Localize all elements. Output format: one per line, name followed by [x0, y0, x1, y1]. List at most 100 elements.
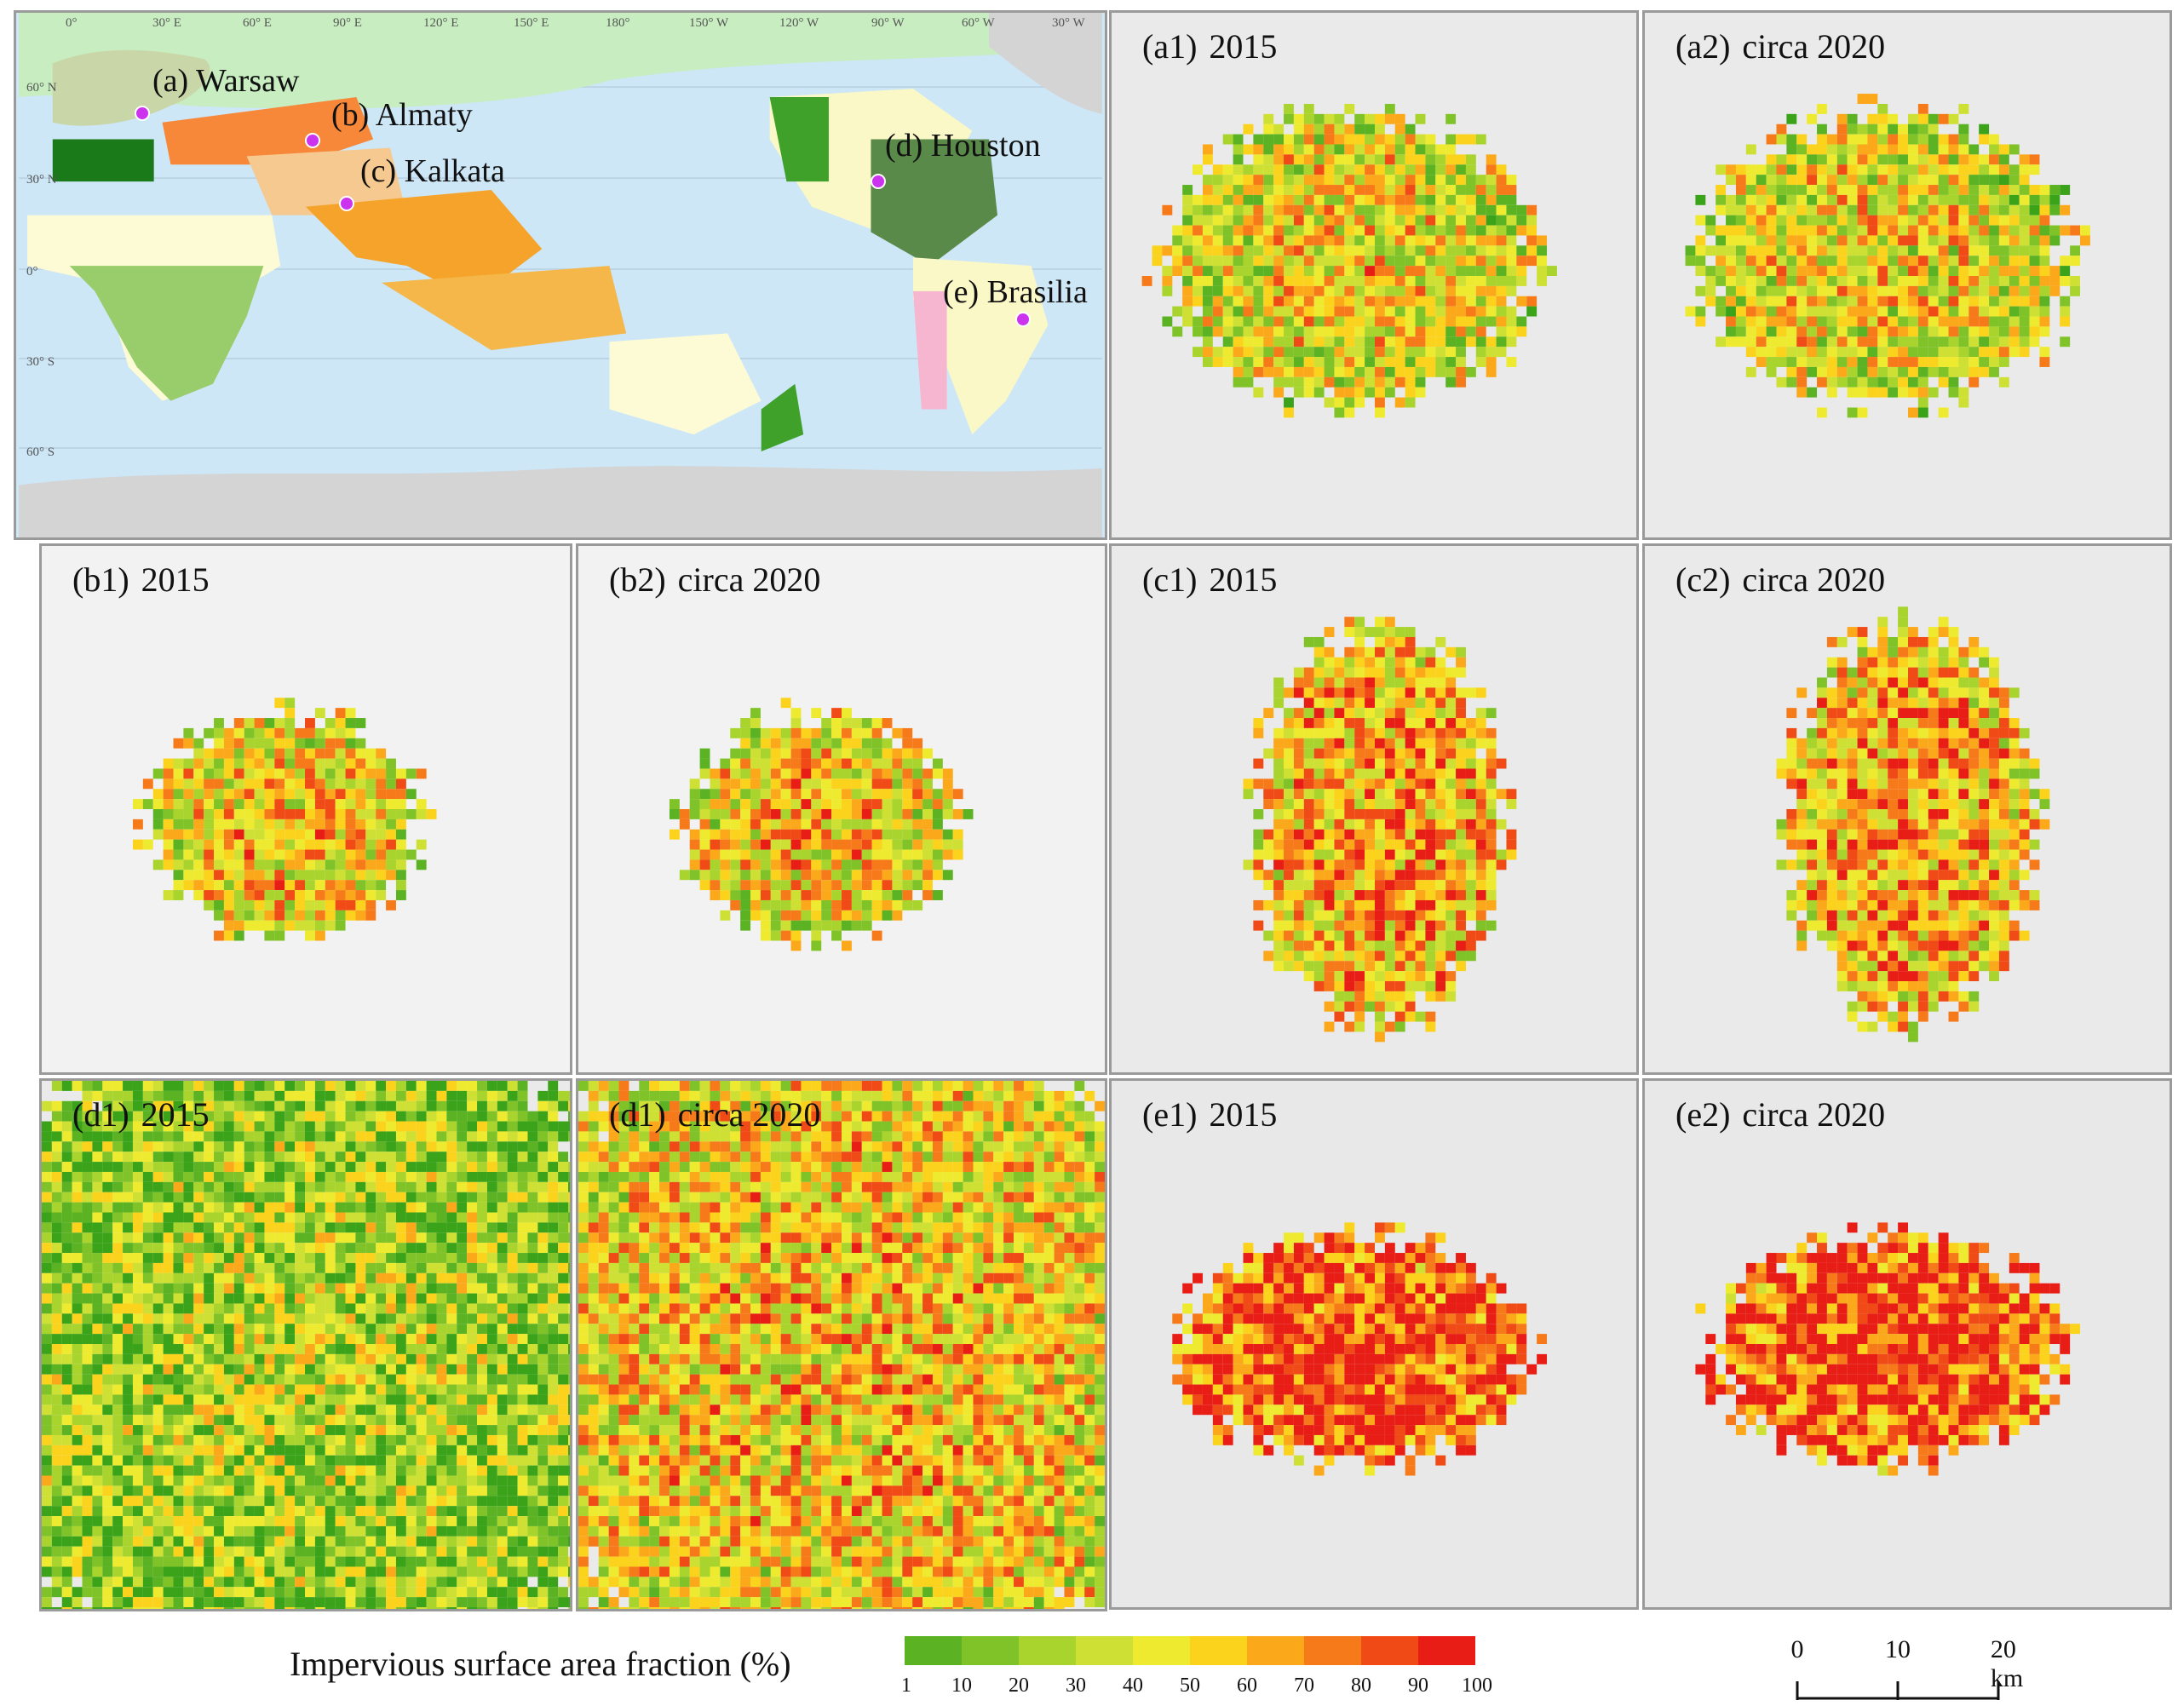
isa-pixel [1284, 758, 1294, 769]
isa-pixel [132, 1202, 143, 1213]
isa-pixel [811, 849, 822, 860]
isa-pixel [1898, 1011, 1908, 1022]
isa-pixel [325, 880, 336, 891]
isa-pixel [1958, 306, 1969, 317]
isa-pixel [1817, 266, 1827, 276]
isa-pixel [325, 859, 336, 870]
isa-pixel [922, 890, 933, 900]
isa-pixel [1917, 859, 1928, 870]
isa-pixel [760, 799, 771, 809]
isa-pixel [1786, 316, 1797, 327]
isa-pixel [912, 849, 923, 860]
isa-pixel [355, 910, 366, 921]
isa-pixel [1917, 326, 1928, 337]
isa-pixel [1998, 839, 2009, 850]
isa-pixel [305, 1162, 315, 1172]
isa-pixel [1334, 809, 1345, 819]
isa-pixel [1425, 326, 1436, 337]
isa-pixel [1253, 185, 1264, 195]
lat-tick: 30° N [26, 173, 57, 187]
isa-pixel [1324, 657, 1335, 668]
isa-pixel [1415, 366, 1426, 377]
isa-pixel [142, 1081, 153, 1091]
isa-pixel [1344, 839, 1355, 850]
isa-pixel [1989, 677, 1999, 688]
isa-pixel [1907, 657, 1918, 668]
isa-pixel [902, 870, 913, 881]
isa-pixel [1182, 266, 1193, 276]
isa-pixel [1928, 134, 1939, 145]
isa-pixel [2060, 296, 2071, 307]
isa-pixel [152, 799, 164, 809]
isa-pixel [1836, 718, 1848, 728]
isa-pixel [1222, 256, 1233, 267]
isa-pixel [477, 1192, 487, 1203]
isa-pixel [1796, 296, 1808, 307]
isa-pixel [1516, 245, 1527, 256]
isa-pixel [932, 819, 943, 830]
isa-pixel [1958, 758, 1969, 769]
isa-pixel [1405, 123, 1416, 135]
isa-pixel [173, 1141, 184, 1152]
isa-pixel [1877, 961, 1888, 972]
isa-pixel [457, 1131, 468, 1142]
isa-pixel [1344, 930, 1355, 941]
isa-pixel [1826, 849, 1837, 860]
isa-pixel [497, 1171, 508, 1182]
isa-pixel [1968, 829, 1980, 840]
isa-pixel [1857, 738, 1868, 749]
isa-pixel [780, 890, 791, 900]
isa-pixel [1354, 154, 1365, 165]
isa-pixel [1374, 376, 1385, 388]
isa-pixel [2049, 185, 2060, 195]
isa-pixel [1506, 316, 1517, 327]
isa-pixel [1867, 275, 1878, 286]
isa-pixel [1928, 910, 1939, 921]
isa-pixel [355, 1081, 366, 1091]
isa-pixel [1998, 910, 2009, 921]
isa-pixel [1475, 204, 1486, 215]
isa-pixel [1374, 387, 1385, 398]
isa-pixel [1938, 285, 1949, 296]
isa-pixel [548, 1181, 559, 1192]
isa-pixel [1857, 646, 1868, 658]
isa-pixel [1857, 306, 1868, 317]
isa-pixel [801, 899, 812, 910]
isa-pixel [223, 1100, 234, 1111]
isa-pixel [1496, 194, 1507, 205]
isa-pixel [1405, 789, 1416, 800]
isa-pixel [254, 1192, 265, 1203]
isa-pixel [1735, 194, 1746, 205]
isa-pixel [314, 809, 325, 819]
isa-pixel [912, 819, 923, 830]
lon-tick: 60° E [243, 16, 272, 30]
isa-pixel [710, 809, 721, 819]
isa-pixel [102, 1081, 113, 1091]
isa-pixel [314, 1100, 325, 1111]
isa-pixel [1394, 951, 1405, 962]
isa-pixel [1344, 144, 1355, 155]
isa-pixel [295, 910, 306, 921]
isa-pixel [1293, 789, 1304, 800]
isa-pixel [1756, 256, 1767, 267]
isa-pixel [1324, 819, 1335, 830]
isa-pixel [1877, 870, 1888, 881]
isa-pixel [1394, 849, 1405, 860]
isa-pixel [1786, 376, 1797, 388]
isa-pixel [720, 809, 731, 819]
isa-pixel [861, 819, 872, 830]
isa-pixel [1796, 245, 1808, 256]
isa-pixel [2039, 185, 2050, 195]
isa-pixel [1233, 134, 1244, 145]
isa-pixel [1776, 245, 1787, 256]
isa-pixel [1796, 235, 1808, 246]
isa-pixel [1958, 880, 1969, 891]
isa-pixel [314, 708, 325, 719]
isa-pixel [314, 799, 325, 809]
isa-pixel [1162, 275, 1173, 286]
isa-pixel [1313, 175, 1325, 186]
isa-pixel [284, 859, 296, 870]
isa-pixel [365, 910, 376, 921]
isa-pixel [467, 1131, 478, 1142]
isa-pixel [1405, 768, 1416, 779]
